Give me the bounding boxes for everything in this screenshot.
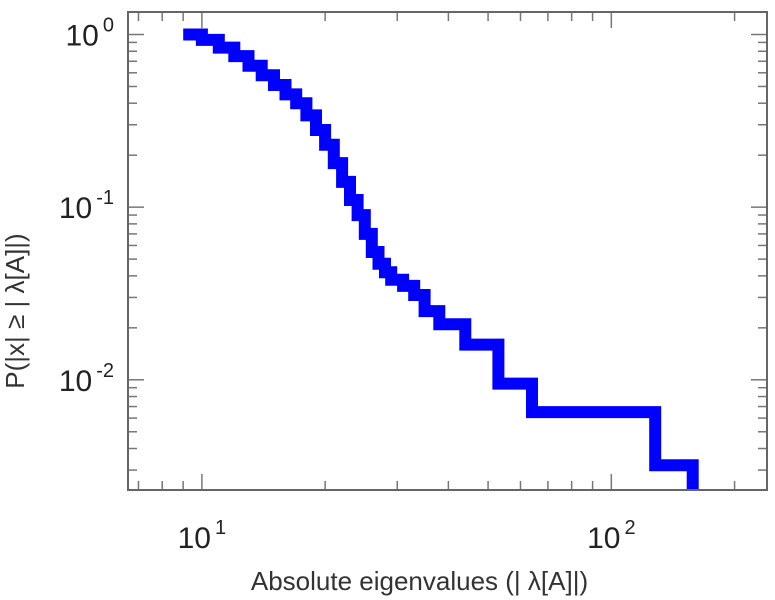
series-line	[183, 28, 699, 490]
y-tick-label: 10 0	[66, 15, 115, 53]
plot-frame	[127, 11, 768, 491]
x-axis-title: Absolute eigenvalues (| λ[A]|)	[251, 566, 588, 596]
y-axis-title: P(|x| ≥ | λ[A]|)	[0, 233, 30, 388]
x-tick-label: 10 2	[587, 517, 636, 555]
y-tick-label: 10 -1	[59, 187, 114, 225]
y-tick-label: 10 -2	[59, 360, 114, 398]
x-tick-label: 10 1	[178, 517, 227, 555]
